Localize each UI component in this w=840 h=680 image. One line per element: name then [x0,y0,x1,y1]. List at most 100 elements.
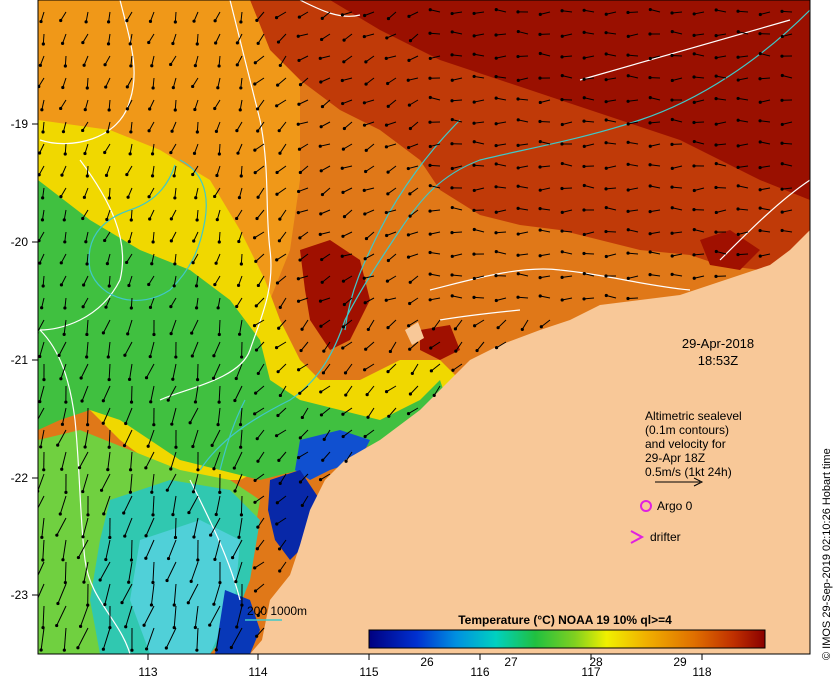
velocity-arrow-head [362,188,366,192]
velocity-arrow-icon [108,429,111,448]
velocity-arrow-head [692,52,696,56]
velocity-arrow-icon [216,165,221,176]
velocity-arrow-head [60,41,65,45]
velocity-arrow-head [780,54,784,58]
velocity-arrow-head [191,172,195,177]
velocity-arrow-head [648,184,652,188]
velocity-arrow-head [648,75,652,80]
velocity-arrow-icon [496,97,507,101]
velocity-arrow-head [582,272,586,276]
velocity-arrow-icon [63,209,67,220]
velocity-arrow-head [239,445,243,449]
velocity-arrow-head [122,511,126,515]
velocity-arrow-icon [672,253,683,257]
velocity-arrow-head [384,145,389,149]
velocity-arrow-head [120,600,124,605]
lon-tick-label: 116 [470,665,489,679]
velocity-arrow-head [104,557,108,562]
velocity-arrow-head [670,53,674,58]
velocity-arrow-head [538,76,542,80]
velocity-arrow-head [164,646,168,650]
velocity-arrow-icon [562,75,573,79]
velocity-arrow-icon [192,253,199,263]
velocity-arrow-head [475,348,479,353]
velocity-arrow-head [192,239,196,243]
lat-tick-label: -21 [11,353,29,367]
velocity-arrow-head [216,422,220,427]
velocity-arrow-head [300,503,304,508]
velocity-arrow-icon [455,319,463,330]
velocity-arrow-head [38,84,41,89]
velocity-arrow-head [516,10,520,14]
velocity-arrow-icon [107,341,111,358]
velocity-arrow-icon [276,517,287,525]
velocity-arrow-head [59,261,63,265]
velocity-arrow-icon [170,209,177,220]
velocity-arrow-icon [496,341,507,349]
velocity-arrow-icon [694,275,705,279]
velocity-arrow-head [278,305,282,309]
velocity-arrow-head [235,625,239,629]
velocity-arrow-head [780,228,784,233]
velocity-arrow-head [208,623,212,627]
velocity-arrow-icon [62,33,67,44]
velocity-arrow-head [472,121,476,125]
velocity-arrow-icon [240,407,243,425]
velocity-arrow-head [342,302,346,307]
velocity-arrow-icon [345,385,353,396]
velocity-arrow-head [34,602,37,605]
velocity-arrow-icon [213,363,221,379]
velocity-arrow-head [235,41,240,45]
velocity-arrow-icon [320,473,331,481]
velocity-arrow-head [494,298,498,303]
velocity-arrow-head [472,74,476,79]
velocity-arrow-icon [211,429,221,446]
velocity-arrow-head [648,121,652,125]
velocity-arrow-head [408,347,412,351]
velocity-arrow-head [320,16,324,20]
velocity-arrow-icon [298,99,309,105]
velocity-arrow-head [296,456,301,460]
velocity-arrow-icon [343,55,353,63]
velocity-arrow-head [516,29,520,34]
velocity-arrow-head [560,229,564,233]
velocity-arrow-head [55,623,59,628]
velocity-arrow-icon [80,363,89,379]
velocity-arrow-icon [130,451,133,470]
velocity-arrow-head [670,231,674,235]
velocity-arrow-icon [108,275,111,287]
velocity-arrow-icon [474,99,485,103]
velocity-arrow-icon [715,186,727,189]
velocity-arrow-head [626,296,630,301]
velocity-arrow-head [386,258,390,263]
velocity-arrow-head [472,252,476,256]
velocity-arrow-icon [738,31,749,35]
velocity-arrow-head [407,145,411,150]
velocity-arrow-icon [59,495,67,515]
velocity-arrow-icon [107,451,111,470]
velocity-arrow-icon [42,121,45,133]
velocity-arrow-head [34,421,37,424]
velocity-arrow-icon [194,605,199,628]
velocity-arrow-head [582,232,586,237]
velocity-arrow-head [146,444,150,448]
velocity-arrow-head [212,467,216,471]
velocity-arrow-icon [152,561,155,583]
velocity-arrow-head [516,295,520,299]
velocity-arrow-icon [628,187,639,191]
velocity-arrow-head [472,11,476,16]
velocity-arrow-icon [257,605,265,616]
velocity-arrow-head [34,511,37,514]
velocity-arrow-icon [562,33,573,37]
velocity-arrow-icon [126,253,133,263]
velocity-arrow-icon [299,143,309,150]
drifter-marker-icon [630,530,645,544]
velocity-arrow-icon [60,99,67,109]
velocity-arrow-head [450,142,454,146]
velocity-arrow-icon [760,230,771,233]
velocity-arrow-icon [42,275,45,287]
velocity-arrow-head [56,601,60,606]
velocity-arrow-head [604,78,608,82]
velocity-arrow-head [494,346,499,350]
velocity-arrow-icon [387,275,397,282]
